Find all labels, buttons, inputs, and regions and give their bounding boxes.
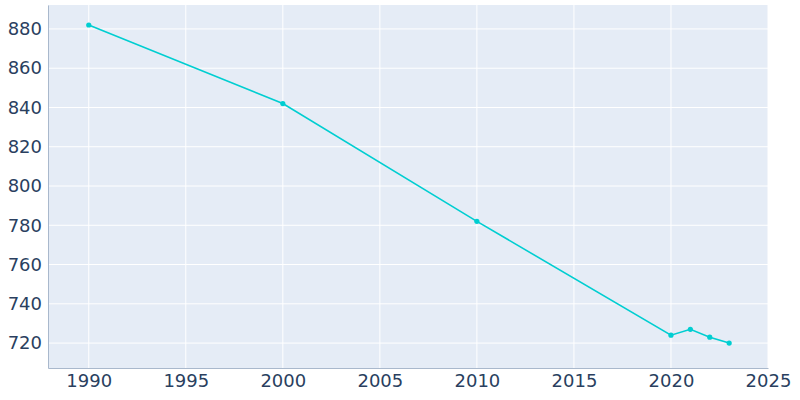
chart: 1990 1995 2000 2005 2010 2015 2020 2025 720 740 76…: [0, 0, 800, 400]
tick-label: 880: [8, 18, 42, 39]
plot: 1990 1995 2000 2005 2010 2015 2020 2025 720 740 76…: [8, 5, 792, 391]
tick-label: 740: [8, 293, 42, 314]
tick: 1990: [66, 368, 112, 391]
tick: 720: [8, 332, 48, 353]
tick-label: 800: [8, 175, 42, 196]
tick: 860: [8, 57, 48, 78]
tick-label: 2010: [454, 370, 500, 391]
tick: 740: [8, 293, 48, 314]
tick: 880: [8, 18, 48, 39]
point: [474, 219, 479, 224]
line: [89, 25, 729, 343]
tick-label: 2025: [746, 370, 792, 391]
tick-label: 760: [8, 254, 42, 275]
tick: 840: [8, 97, 48, 118]
tick: 2025: [746, 368, 792, 391]
grid-line-y: [48, 343, 768, 344]
tick: 760: [8, 254, 48, 275]
grid-line-y: [48, 186, 768, 187]
y-axis: 720 740 760 780 800 820 840 860 880: [8, 6, 49, 369]
tick-label: 2005: [357, 370, 403, 391]
tick: 820: [8, 136, 48, 157]
grid: [48, 5, 768, 368]
tick-label: 1990: [66, 370, 112, 391]
grid-line-y: [48, 146, 768, 147]
tick: 2020: [649, 368, 695, 391]
tick-label: 860: [8, 57, 42, 78]
series: [86, 22, 732, 345]
point: [707, 335, 712, 340]
tick-label: 2015: [552, 370, 598, 391]
tick: 780: [8, 215, 48, 236]
tick-label: 2020: [649, 370, 695, 391]
tick-label: 840: [8, 97, 42, 118]
tick: 2005: [357, 368, 403, 391]
y-axis-line: [48, 6, 49, 369]
point: [668, 333, 673, 338]
tick: 2015: [552, 368, 598, 391]
tick-label: 780: [8, 215, 42, 236]
tick: 800: [8, 175, 48, 196]
grid-line-y: [48, 225, 768, 226]
point: [280, 101, 285, 106]
tick-label: 820: [8, 136, 42, 157]
tick: 1995: [163, 368, 209, 391]
grid-line-y: [48, 303, 768, 304]
grid-line-y: [48, 264, 768, 265]
grid-line-y: [48, 28, 768, 29]
plot-background: [48, 5, 768, 368]
tick-label: 1995: [163, 370, 209, 391]
point: [86, 22, 91, 27]
grid-line-y: [48, 107, 768, 108]
tick: 2010: [454, 368, 500, 391]
tick-label: 2000: [260, 370, 306, 391]
grid-line-y: [48, 68, 768, 69]
tick-label: 720: [8, 332, 42, 353]
tick: 2000: [260, 368, 306, 391]
point: [727, 340, 732, 345]
point: [688, 327, 693, 332]
x-axis: 1990 1995 2000 2005 2010 2015 2020 2025: [49, 368, 792, 391]
